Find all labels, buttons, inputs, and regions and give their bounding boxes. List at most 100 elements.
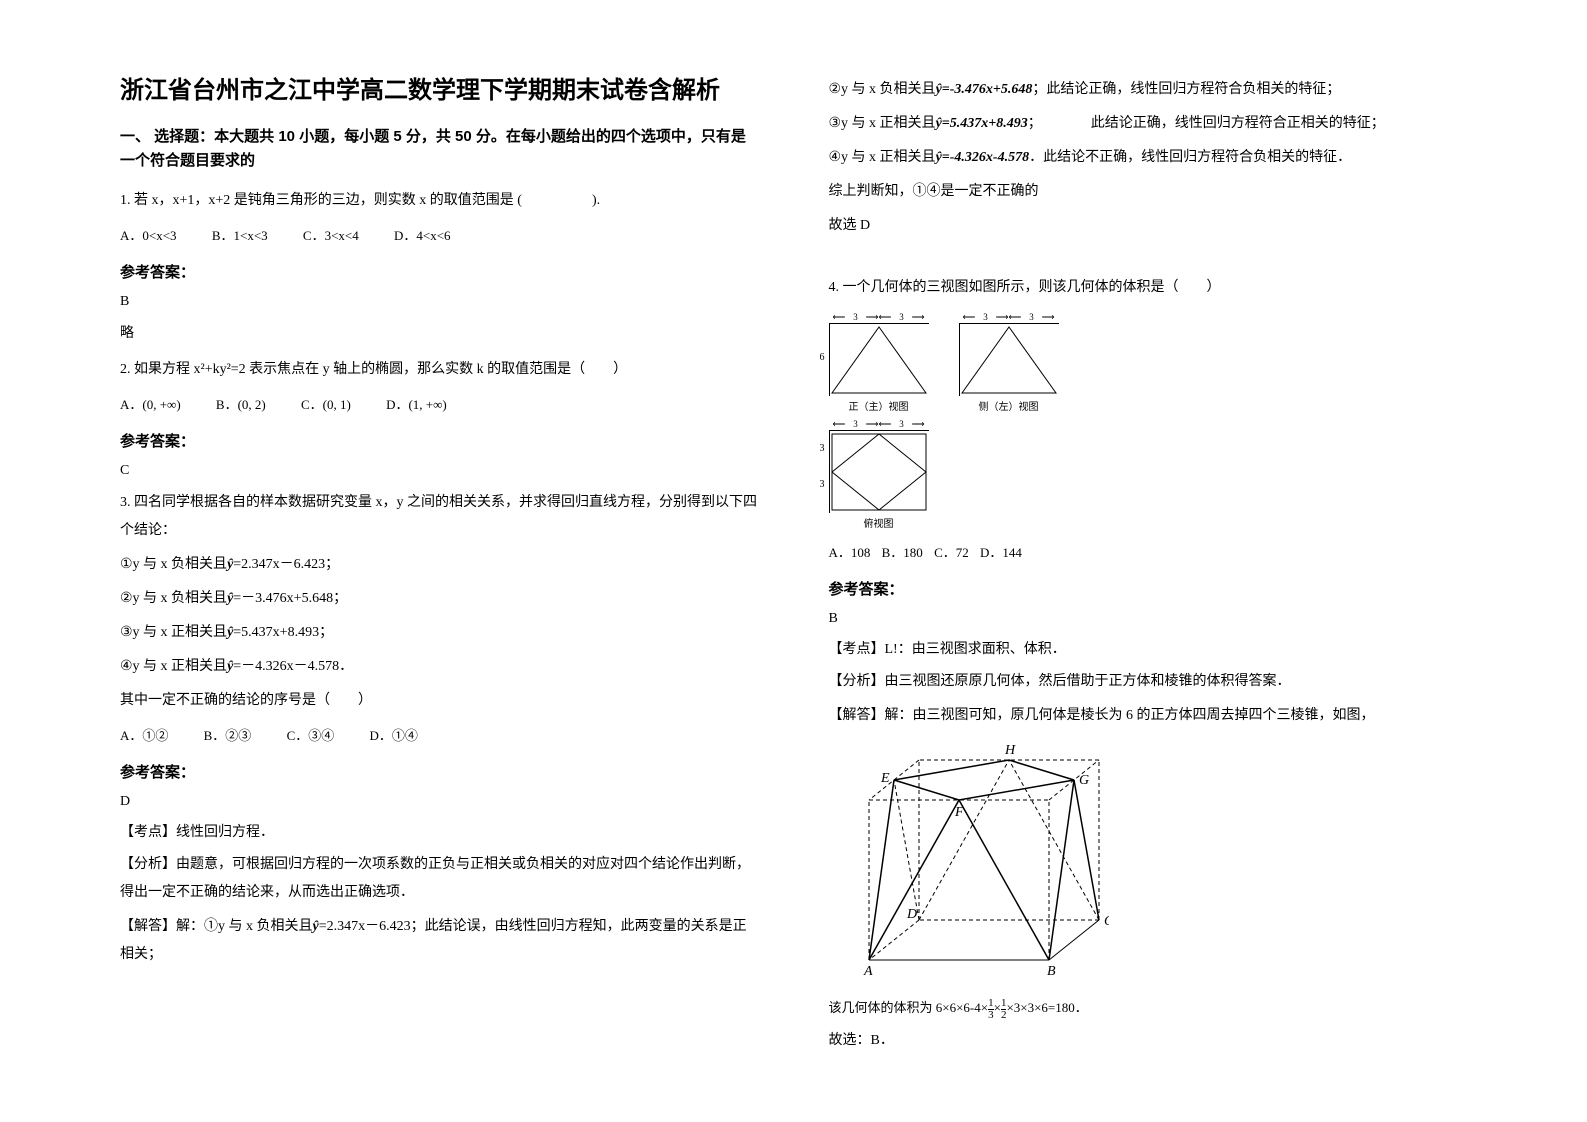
h-label: 6 [820, 352, 825, 363]
q3-opt-c: C．③④ [287, 728, 335, 743]
q3-intro: 3. 四名同学根据各自的样本数据研究变量 x，y 之间的相关关系，并求得回归直线… [120, 489, 759, 545]
square-diamond-icon [830, 432, 928, 512]
label-g: G [1079, 773, 1089, 788]
side-view-caption: 侧（左）视图 [959, 398, 1059, 413]
q3-opt-b: B．②③ [204, 728, 252, 743]
side-view: ⟵3⟶⟵3⟶ 侧（左）视图 [959, 312, 1059, 413]
r-answer: 故选 D [829, 212, 1468, 240]
dim-arrow-icon: ⟶ [1042, 312, 1055, 323]
q3-opt-a: A．①② [120, 728, 168, 743]
r3-post: ； 此结论正确，线性回归方程符合正相关的特征； [1028, 116, 1385, 131]
q3-item3: ③y 与 x 正相关且ŷ=5.437x+8.493； [120, 619, 759, 647]
q4-opt-d: D．144 [980, 545, 1022, 560]
dim-arrow-icon: ⟶⟵ [866, 312, 892, 323]
r3-pre: ③y 与 x 正相关且 [829, 116, 936, 131]
y-hat-icon: ŷ [227, 659, 233, 674]
r-item3: ③y 与 x 正相关且ŷ=5.437x+8.493； 此结论正确，线性回归方程符… [829, 110, 1468, 138]
q3-analysis: 【分析】由题意，可根据回归方程的一次项系数的正负与正相关或负相关的对应对四个结论… [120, 851, 759, 907]
q2-opt-b: B．(0, 2) [216, 397, 266, 412]
y-hat-icon: ŷ [313, 919, 319, 934]
q3-item1-eq: =2.347x－6.423； [233, 557, 339, 572]
r2-post: ；此结论正确，线性回归方程符合负相关的特征； [1032, 82, 1340, 97]
q3-item2-pre: ②y 与 x 负相关且 [120, 591, 227, 606]
section-1-title: 一、 选择题：本大题共 10 小题，每小题 5 分，共 50 分。在每小题给出的… [120, 125, 759, 173]
dim-arrow-icon: ⟵ [962, 312, 975, 323]
r4-pre: ④y 与 x 正相关且 [829, 150, 936, 165]
q2-answer: C [120, 463, 759, 479]
q1-note: 略 [120, 320, 759, 348]
vol-pre: 该几何体的体积为 [829, 1000, 933, 1015]
r-summary: 综上判断知，①④是一定不正确的 [829, 178, 1468, 206]
tv-h2: 3 [820, 479, 825, 490]
q3-item4-eq: =－4.326x－4.578． [233, 659, 353, 674]
y-hat-eq: ŷ=-4.326x-4.578 [936, 150, 1030, 165]
r4-post: ．此结论不正确，线性回归方程符合负相关的特征． [1029, 150, 1351, 165]
dim-b2: 3 [1029, 312, 1034, 323]
front-view-caption: 正（主）视图 [829, 398, 929, 413]
q4-volume-line: 该几何体的体积为 6×6×6-4×13×12×3×3×6=180． [829, 995, 1468, 1021]
label-a: A [863, 964, 873, 979]
q4-solve: 【解答】解：由三视图可知，原几何体是棱长为 6 的正方体四周去掉四个三棱锥，如图… [829, 702, 1468, 730]
q3-item1: ①y 与 x 负相关且ŷ=2.347x－6.423； [120, 551, 759, 579]
q4-final: 故选：B． [829, 1027, 1468, 1055]
q3-answer-label: 参考答案： [120, 761, 759, 782]
q2-opt-a: A．(0, +∞) [120, 397, 181, 412]
front-view: ⟵3⟶⟵3⟶ 6 正（主）视图 [829, 312, 929, 413]
q2-text: 2. 如果方程 x²+ky²=2 表示焦点在 y 轴上的椭圆，那么实数 k 的取… [120, 356, 759, 384]
dim-arrow-icon: ⟵ [832, 312, 845, 323]
tv-h1: 3 [820, 443, 825, 454]
label-c: C [1104, 914, 1109, 929]
y-hat-icon: ŷ [227, 591, 233, 606]
q4-analysis: 【分析】由三视图还原原几何体，然后借助于正方体和棱锥的体积得答案． [829, 668, 1468, 696]
r-item4: ④y 与 x 正相关且ŷ=-4.326x-4.578．此结论不正确，线性回归方程… [829, 144, 1468, 172]
r-item2: ②y 与 x 负相关且ŷ=-3.476x+5.648；此结论正确，线性回归方程符… [829, 76, 1468, 104]
q4-opt-b: B．180 [882, 545, 923, 560]
q4-three-view-diagram: ⟵3⟶⟵3⟶ 6 正（主）视图 ⟵3⟶⟵3⟶ [829, 312, 1468, 530]
label-f: F [954, 805, 964, 820]
label-e: E [880, 771, 890, 786]
dim-a2: 3 [983, 312, 988, 323]
q1-opt-b: B．1<x<3 [212, 228, 268, 243]
q4-text: 4. 一个几何体的三视图如图所示，则该几何体的体积是（ ） [829, 274, 1468, 302]
q3-tail: 其中一定不正确的结论的序号是（ ） [120, 687, 759, 715]
q1-options: A．0<x<3 B．1<x<3 C．3<x<4 D．4<x<6 [120, 223, 759, 249]
q4-answer: B [829, 611, 1468, 627]
y-hat-eq: ŷ=-3.476x+5.648 [936, 82, 1033, 97]
y-hat-icon: ŷ [227, 625, 233, 640]
q1-opt-c: C．3<x<4 [303, 228, 359, 243]
q2-options: A．(0, +∞) B．(0, 2) C．(0, 1) D．(1, +∞) [120, 392, 759, 418]
q4-options: A．108 B．180 C．72 D．144 [829, 540, 1468, 566]
top-view-caption: 俯视图 [829, 515, 929, 530]
q1-text: 1. 若 x，x+1，x+2 是钝角三角形的三边，则实数 x 的取值范围是 ( … [120, 187, 759, 215]
q4-solid-diagram: A B C D E F G H [829, 740, 1468, 985]
q1-answer: B [120, 294, 759, 310]
q4-answer-label: 参考答案： [829, 578, 1468, 599]
y-hat-eq: ŷ=5.437x+8.493 [936, 116, 1028, 131]
q4-opt-a: A．108 [829, 545, 871, 560]
q3-item2-eq: =－3.476x+5.648； [233, 591, 347, 606]
triangle-icon [960, 325, 1058, 395]
vol-formula: 6×6×6-4×13×12×3×3×6=180 [936, 1000, 1075, 1015]
dim-arrow-icon: ⟶ [912, 419, 925, 430]
q3-topic: 【考点】线性回归方程． [120, 820, 759, 845]
dim-arrow-icon: ⟶ [912, 312, 925, 323]
q3-answer: D [120, 794, 759, 810]
q3-item4-pre: ④y 与 x 正相关且 [120, 659, 227, 674]
q2-opt-d: D．(1, +∞) [386, 397, 447, 412]
dim-arrow-icon: ⟶⟵ [866, 419, 892, 430]
dim-arrow-icon: ⟵ [832, 419, 845, 430]
q3-opt-d: D．①④ [369, 728, 417, 743]
q1-opt-d: D．4<x<6 [394, 228, 451, 243]
q2-opt-c: C．(0, 1) [301, 397, 351, 412]
q3-item3-pre: ③y 与 x 正相关且 [120, 625, 227, 640]
top-view: ⟵3⟶⟵3⟶ 3 3 俯视图 [829, 419, 929, 530]
label-b: B [1047, 964, 1056, 979]
dim-b: 3 [899, 312, 904, 323]
r2-pre: ②y 与 x 负相关且 [829, 82, 936, 97]
dim-a3: 3 [853, 419, 858, 430]
q3-item3-eq: =5.437x+8.493； [233, 625, 333, 640]
q3-options: A．①② B．②③ C．③④ D．①④ [120, 723, 759, 749]
page-title: 浙江省台州市之江中学高二数学理下学期期末试卷含解析 [120, 70, 759, 105]
dim-a: 3 [853, 312, 858, 323]
q3-item1-pre: ①y 与 x 负相关且 [120, 557, 227, 572]
